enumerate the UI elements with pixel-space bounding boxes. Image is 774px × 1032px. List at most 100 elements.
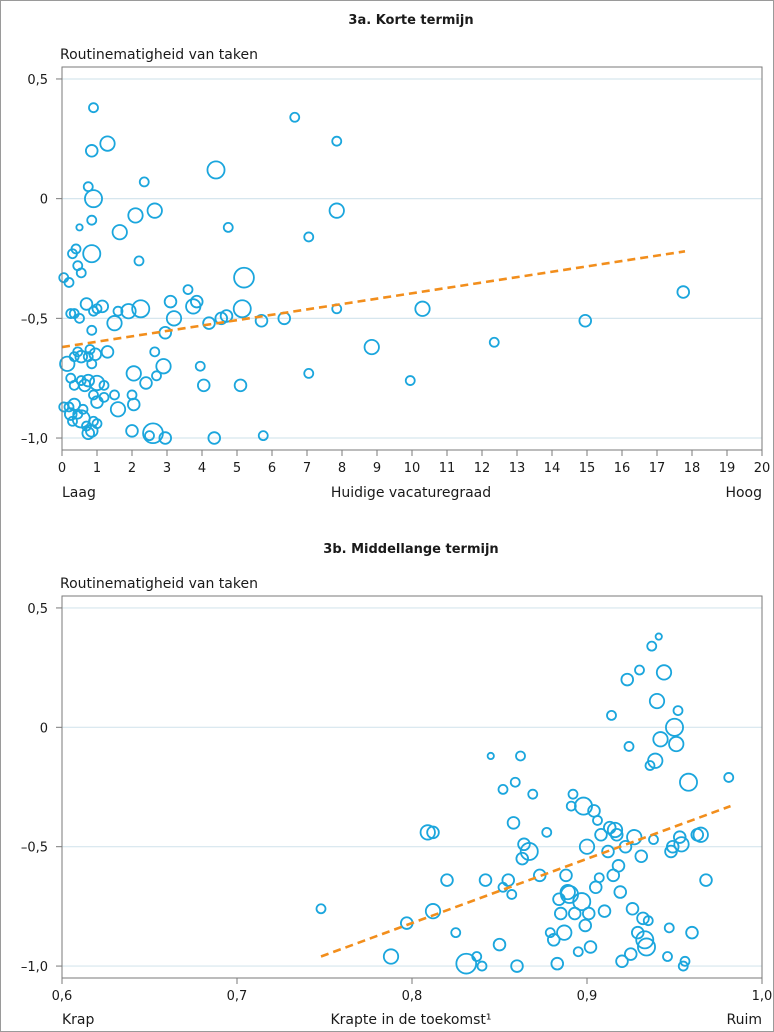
a-x-tick-label: 17	[649, 461, 666, 476]
b-data-point	[597, 904, 612, 918]
b-data-point	[626, 829, 643, 846]
b-data-point	[665, 717, 684, 737]
a-data-point	[155, 358, 172, 375]
b-y-tick-label: 0	[40, 721, 48, 736]
a-data-point	[289, 111, 301, 123]
b-data-point	[673, 830, 687, 844]
b-data-point	[654, 632, 663, 641]
chart-b-plot-frame	[61, 595, 763, 979]
b-data-point	[506, 889, 518, 900]
chart-a: 3a. Korte termijn Routinematigheid van t…	[21, 13, 770, 501]
b-data-point	[662, 951, 673, 962]
chart-b-y-ticks: 0,5 0 –0,5 –1,0	[21, 602, 62, 975]
a-data-point	[86, 324, 98, 336]
a-data-point	[91, 418, 103, 430]
b-y-tick-label: –0,5	[21, 841, 48, 856]
b-data-point	[544, 927, 556, 939]
chart-a-gridlines	[62, 78, 762, 439]
a-data-point	[146, 202, 163, 219]
a-x-tick-label: 10	[404, 461, 421, 476]
b-data-point	[455, 952, 478, 975]
a-data-point	[414, 300, 431, 317]
b-data-point	[603, 820, 617, 835]
a-data-point	[127, 207, 144, 224]
b-data-point	[723, 772, 735, 783]
a-data-point	[84, 189, 103, 209]
a-data-point	[254, 313, 269, 328]
b-data-point	[519, 842, 539, 861]
chart-a-x-high-label: Hoog	[725, 485, 762, 501]
a-data-point	[85, 144, 99, 158]
a-x-tick-label: 14	[544, 461, 561, 476]
b-data-point	[663, 922, 675, 934]
a-data-point	[109, 401, 127, 418]
b-data-point	[601, 844, 615, 859]
a-data-point	[88, 374, 106, 392]
a-data-point	[328, 202, 345, 219]
a-data-point	[98, 379, 110, 391]
b-data-point	[606, 709, 617, 721]
a-data-point	[127, 397, 141, 412]
b-data-point	[655, 664, 673, 681]
a-data-point	[222, 221, 234, 233]
b-y-tick-label: 0,5	[27, 602, 48, 617]
a-x-tick-label: 9	[373, 461, 381, 476]
a-data-point	[81, 373, 96, 388]
a-data-point	[72, 346, 84, 358]
b-x-tick-label: 0,7	[227, 989, 248, 1004]
b-data-point	[677, 960, 689, 972]
a-data-point	[74, 349, 89, 364]
a-data-point	[233, 266, 255, 289]
b-data-point	[644, 760, 656, 771]
b-data-point	[497, 783, 509, 795]
chart-b-title: 3b. Middellange termijn	[323, 542, 498, 557]
b-data-point	[672, 705, 684, 716]
a-data-point	[207, 431, 221, 445]
a-y-tick-label: 0,5	[27, 73, 48, 88]
b-data-point	[646, 640, 658, 652]
a-data-point	[149, 346, 161, 358]
a-data-point	[88, 347, 103, 361]
b-data-point	[699, 873, 713, 887]
b-data-point	[624, 947, 638, 961]
a-data-point	[75, 223, 84, 232]
a-data-point	[63, 277, 75, 288]
a-data-point	[163, 294, 178, 309]
b-data-point	[556, 924, 573, 941]
b-data-point	[593, 872, 605, 884]
a-data-point	[88, 389, 99, 401]
a-data-point	[182, 284, 194, 296]
a-data-point	[65, 308, 77, 319]
chart-a-y-ticks: 0,5 0 –0,5 –1,0	[21, 73, 62, 447]
b-data-point	[478, 873, 493, 887]
b-data-point	[578, 838, 596, 855]
b-data-point	[635, 930, 655, 950]
chart-b: 3b. Middellange termijn Routinematigheid…	[21, 542, 773, 1028]
b-data-point	[692, 826, 709, 843]
a-x-tick-label: 8	[338, 461, 346, 476]
a-data-point	[98, 391, 110, 403]
b-data-point	[567, 788, 579, 800]
b-data-point	[634, 664, 645, 676]
a-data-point	[165, 310, 183, 327]
b-data-point	[583, 940, 598, 954]
a-data-point	[206, 160, 226, 180]
b-data-point	[668, 735, 685, 753]
b-y-tick-label: –1,0	[21, 960, 48, 975]
chart-a-ylabel: Routinematigheid van taken	[60, 47, 258, 63]
a-x-tick-label: 3	[163, 461, 171, 476]
b-x-tick-label: 0,8	[402, 989, 423, 1004]
chart-b-x-high-label: Ruim	[727, 1012, 763, 1028]
b-data-point	[648, 692, 666, 710]
a-data-point	[77, 403, 89, 415]
b-data-point	[637, 937, 656, 957]
b-data-point	[501, 873, 515, 887]
b-x-tick-label: 0,6	[52, 989, 73, 1004]
b-data-point	[613, 885, 628, 899]
b-data-point	[572, 946, 584, 958]
b-data-point	[642, 915, 654, 927]
chart-a-xlabel: Huidige vacaturegraad	[331, 485, 491, 501]
chart-b-gridlines	[62, 607, 762, 967]
b-data-point	[572, 892, 592, 912]
